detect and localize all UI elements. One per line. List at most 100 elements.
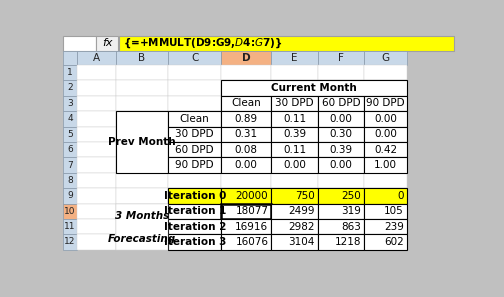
Text: 60 DPD: 60 DPD [322, 98, 360, 108]
Bar [272, 51, 318, 65]
Bar [168, 51, 221, 65]
Text: 90 DPD: 90 DPD [175, 160, 214, 170]
Text: 750: 750 [295, 191, 315, 201]
Text: 239: 239 [384, 222, 404, 232]
Text: A: A [93, 53, 100, 63]
Text: C: C [191, 53, 199, 63]
Text: 0.42: 0.42 [374, 145, 397, 155]
Bar [221, 157, 272, 173]
Bar [272, 111, 318, 127]
Bar [364, 234, 407, 250]
Bar [272, 157, 318, 173]
Bar [364, 203, 407, 219]
Bar [168, 157, 221, 173]
Bar [116, 157, 168, 173]
Bar [63, 96, 77, 111]
Bar [77, 234, 116, 250]
Bar [77, 157, 116, 173]
Bar [318, 96, 364, 111]
Bar [168, 127, 221, 142]
Text: G: G [382, 53, 390, 63]
Bar [364, 219, 407, 234]
Bar [77, 80, 116, 96]
Bar [221, 80, 407, 96]
Text: 0.00: 0.00 [235, 160, 258, 170]
Bar [168, 203, 221, 219]
Bar [168, 203, 221, 219]
Bar [77, 96, 116, 111]
Bar [77, 173, 116, 188]
Bar [221, 234, 272, 250]
Bar [77, 51, 116, 65]
Bar [63, 219, 77, 234]
Bar [272, 219, 318, 234]
Text: 10: 10 [64, 207, 76, 216]
Bar [318, 234, 364, 250]
Bar [221, 142, 272, 157]
Text: 2499: 2499 [288, 206, 315, 216]
Bar [116, 173, 168, 188]
Text: Clean: Clean [231, 98, 261, 108]
Text: 0.39: 0.39 [283, 129, 306, 139]
Bar [168, 127, 221, 142]
Text: 20000: 20000 [236, 191, 268, 201]
Bar [63, 188, 77, 203]
Bar [77, 188, 116, 203]
Bar [119, 36, 454, 51]
Bar [77, 219, 116, 234]
Bar [168, 219, 221, 234]
Bar [364, 157, 407, 173]
Bar [364, 142, 407, 157]
Bar [63, 234, 77, 250]
Bar [221, 96, 272, 111]
Bar [318, 188, 364, 203]
Bar [221, 127, 272, 142]
Text: 2982: 2982 [288, 222, 315, 232]
Bar [77, 127, 116, 142]
Text: 16916: 16916 [235, 222, 268, 232]
Text: 4: 4 [67, 114, 73, 123]
Bar [272, 142, 318, 157]
Bar [364, 157, 407, 173]
Bar [63, 173, 77, 188]
Bar [364, 188, 407, 203]
Bar [116, 203, 168, 250]
Text: 5: 5 [67, 130, 73, 139]
Text: 9: 9 [67, 191, 73, 200]
Bar [272, 157, 318, 173]
Bar [318, 80, 364, 96]
Text: 3: 3 [67, 99, 73, 108]
Text: 863: 863 [342, 222, 361, 232]
Bar [318, 157, 364, 173]
Text: 602: 602 [384, 237, 404, 247]
Text: Iteration 0: Iteration 0 [164, 191, 226, 201]
Bar [272, 188, 318, 203]
Bar [364, 142, 407, 157]
Bar [77, 111, 116, 127]
Bar [168, 188, 221, 203]
Bar [364, 80, 407, 96]
Bar [116, 96, 168, 111]
Text: Iteration 2: Iteration 2 [164, 222, 226, 232]
Text: 105: 105 [384, 206, 404, 216]
Bar [63, 142, 77, 157]
Bar [318, 51, 364, 65]
Bar [272, 142, 318, 157]
Bar [318, 203, 364, 219]
Bar [168, 111, 221, 127]
Bar [116, 234, 168, 250]
Bar [168, 142, 221, 157]
Bar [272, 203, 318, 219]
Bar [116, 127, 168, 142]
Bar [272, 111, 318, 127]
Bar [221, 111, 272, 127]
Text: D: D [242, 53, 250, 63]
Bar [63, 203, 77, 219]
Bar [318, 203, 364, 219]
Bar [272, 127, 318, 142]
Text: 11: 11 [64, 222, 76, 231]
Bar [272, 234, 318, 250]
Text: 0.30: 0.30 [330, 129, 353, 139]
Bar [221, 65, 272, 80]
Bar [364, 203, 407, 219]
